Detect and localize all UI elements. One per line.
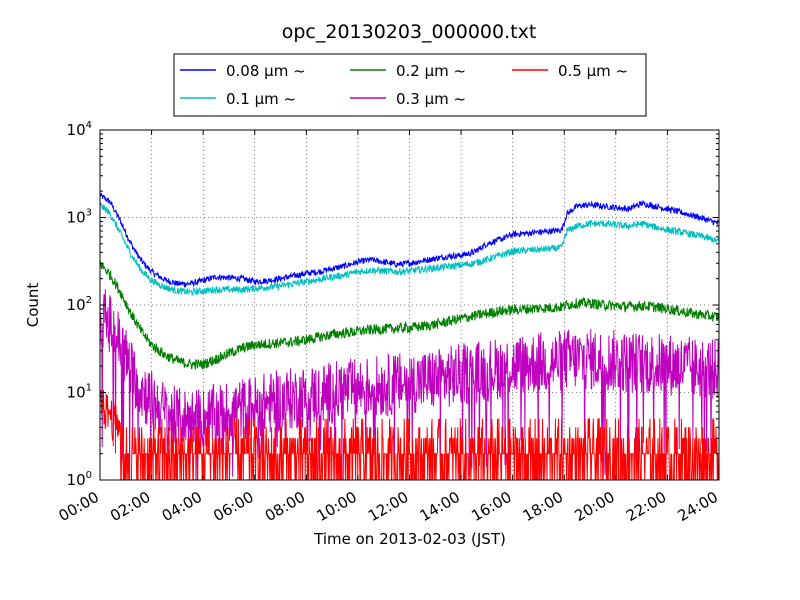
y-axis-label: Count	[24, 283, 42, 328]
series-line-2	[99, 201, 720, 297]
y-axis-ticks: 100 101 102 103 104	[67, 120, 719, 489]
y-tick-label: 103	[67, 208, 92, 227]
y-tick-label: 101	[67, 383, 92, 402]
legend-entry: 0.2 μm ~	[396, 62, 466, 80]
series-line-5	[99, 389, 720, 481]
legend-entry: 0.08 μm ~	[226, 62, 306, 80]
y-tick-label: 104	[67, 120, 92, 139]
x-axis-label: Time on 2013-02-03 (JST)	[313, 530, 506, 548]
legend-entry: 0.1 μm ~	[226, 90, 296, 108]
series-group	[99, 192, 720, 481]
series-line-1	[99, 192, 720, 288]
y-tick-label: 102	[67, 295, 92, 314]
series-line-3	[99, 261, 720, 370]
legend-box	[173, 53, 647, 117]
legend: 0.08 μm ~ 0.2 μm ~ 0.5 μm ~ 0.1 μm ~ 0.3 μm …	[173, 53, 647, 117]
legend-entry: 0.3 μm ~	[396, 90, 466, 108]
legend-entry: 0.5 μm ~	[558, 62, 628, 80]
y-tick-label: 100	[67, 470, 92, 489]
chart-title: opc_20130203_000000.txt	[282, 21, 537, 43]
